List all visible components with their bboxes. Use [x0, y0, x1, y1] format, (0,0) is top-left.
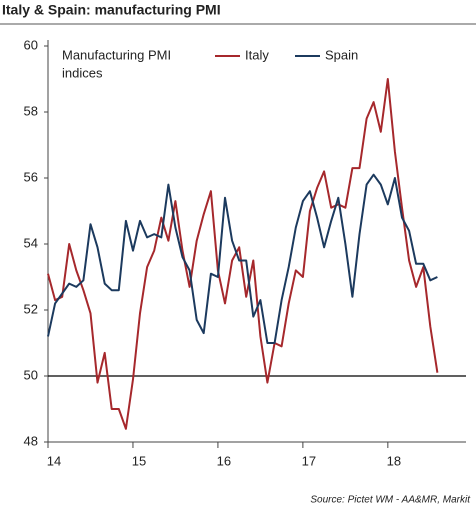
y-tick-label: 50 [24, 367, 38, 382]
legend-label: Spain [325, 47, 358, 62]
legend-label: Italy [245, 47, 269, 62]
annotation: Manufacturing PMI [62, 47, 171, 62]
x-tick-label: 14 [47, 453, 61, 468]
x-tick-label: 17 [302, 453, 316, 468]
series-line [47, 78, 439, 430]
x-tick-label: 16 [217, 453, 231, 468]
y-tick-label: 60 [24, 37, 38, 52]
chart-title: Italy & Spain: manufacturing PMI [2, 2, 221, 18]
source: Source: Pictet WM - AA&MR, Markit [310, 495, 471, 506]
y-tick-label: 56 [24, 169, 38, 184]
x-tick-label: 15 [132, 453, 146, 468]
y-tick-label: 54 [24, 235, 38, 250]
series-line [47, 173, 438, 344]
x-tick-label: 18 [387, 453, 401, 468]
y-tick-label: 48 [24, 433, 38, 448]
y-tick-label: 52 [24, 301, 38, 316]
y-tick-label: 58 [24, 103, 38, 118]
annotation: indices [62, 65, 103, 80]
